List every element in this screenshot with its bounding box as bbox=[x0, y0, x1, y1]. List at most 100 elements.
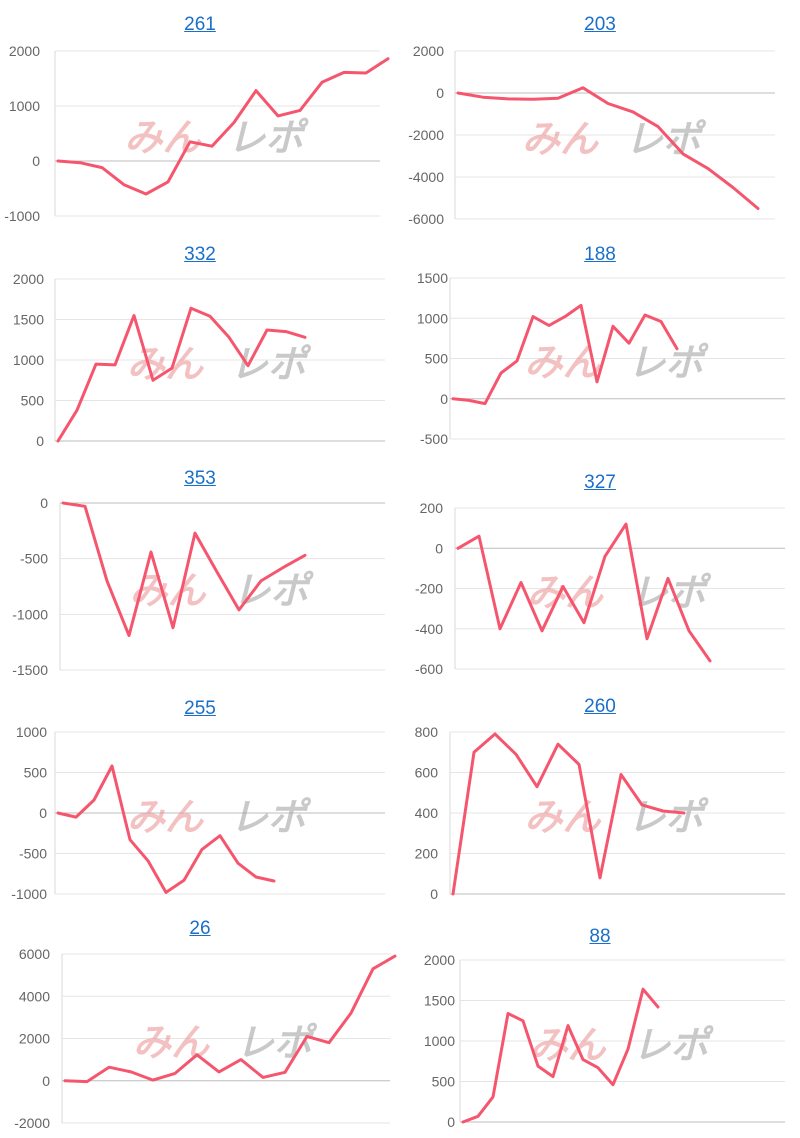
series-line bbox=[56, 306, 307, 443]
y-tick-label: 0 bbox=[430, 886, 438, 900]
chart-title-link[interactable]: 261 bbox=[184, 14, 216, 35]
watermark-text-left: みん bbox=[127, 342, 204, 386]
y-tick-label: 800 bbox=[415, 724, 439, 740]
series-line bbox=[56, 764, 276, 894]
watermark-logo: みん レポ bbox=[127, 342, 312, 386]
series-line bbox=[56, 57, 390, 196]
y-tick-label: -1000 bbox=[11, 886, 47, 900]
chart-title-link[interactable]: 260 bbox=[584, 696, 616, 717]
y-tick-label: -500 bbox=[420, 431, 448, 447]
y-tick-label: 0 bbox=[42, 1073, 50, 1089]
line-chart: -6000 -4000 -2000 0 2000 みん レポ bbox=[408, 43, 775, 227]
y-tick-label: 1000 bbox=[424, 1033, 455, 1049]
y-tick-label: 500 bbox=[425, 351, 449, 367]
y-tick-label: -1500 bbox=[12, 662, 48, 676]
watermark-logo: みん レポ bbox=[133, 1021, 318, 1065]
watermark-logo: みん レポ bbox=[124, 115, 309, 159]
chart-title-link[interactable]: 26 bbox=[189, 918, 211, 939]
series-line bbox=[451, 732, 686, 896]
y-tick-label: 400 bbox=[415, 805, 439, 821]
y-tick-label: -4000 bbox=[408, 169, 444, 185]
y-tick-label: 0 bbox=[447, 1114, 455, 1130]
y-tick-label: 1000 bbox=[16, 724, 47, 740]
watermark-text-right: レポ bbox=[627, 340, 709, 384]
chart-title-link[interactable]: 88 bbox=[589, 926, 611, 947]
y-tick-label: -6000 bbox=[408, 211, 444, 227]
watermark-text-right: レポ bbox=[632, 1023, 714, 1067]
y-tick-label: 0 bbox=[32, 153, 40, 169]
watermark-logo: みん レポ bbox=[524, 795, 709, 839]
series-line bbox=[451, 303, 679, 406]
y-tick-label: 2000 bbox=[13, 271, 44, 287]
chart-title-link[interactable]: 203 bbox=[584, 14, 616, 35]
y-tick-label: -2000 bbox=[14, 1115, 50, 1131]
chart-panel: 260 0 200 400 600 800 みん レポ bbox=[400, 676, 800, 900]
y-tick-label: 1500 bbox=[417, 270, 448, 286]
y-tick-label: 200 bbox=[415, 846, 439, 862]
y-tick-label: -500 bbox=[20, 551, 48, 567]
series-line bbox=[456, 522, 712, 663]
line-chart: 0 200 400 600 800 みん レポ bbox=[415, 724, 785, 900]
chart-panel: 332 0 500 1000 1500 2000 みん レポ bbox=[0, 228, 400, 452]
watermark-text-right: レポ bbox=[227, 115, 309, 159]
watermark-text-right: レポ bbox=[625, 117, 707, 161]
y-tick-label: 1500 bbox=[424, 993, 455, 1009]
chart-title-link[interactable]: 327 bbox=[584, 472, 616, 493]
y-tick-label: -1000 bbox=[12, 606, 48, 622]
y-tick-label: 500 bbox=[432, 1074, 456, 1090]
y-tick-label: 1000 bbox=[9, 98, 40, 114]
watermark-text-right: レポ bbox=[230, 795, 312, 839]
chart-panel: 188 -500 0 500 1000 1500 みん レポ bbox=[400, 228, 800, 452]
y-tick-label: -200 bbox=[415, 581, 443, 597]
y-tick-label: 4000 bbox=[19, 988, 50, 1004]
y-tick-label: 0 bbox=[436, 85, 444, 101]
y-tick-label: 0 bbox=[36, 433, 44, 449]
y-tick-label: 500 bbox=[21, 393, 45, 409]
y-tick-label: 1500 bbox=[13, 312, 44, 328]
y-tick-label: -500 bbox=[19, 846, 47, 862]
line-chart: -1000 -500 0 500 1000 みん レポ bbox=[11, 724, 385, 900]
y-tick-label: 0 bbox=[440, 391, 448, 407]
y-tick-label: 2000 bbox=[413, 43, 444, 59]
y-tick-label: -400 bbox=[415, 621, 443, 637]
y-tick-label: 0 bbox=[435, 540, 443, 556]
chart-title-link[interactable]: 255 bbox=[184, 698, 216, 719]
chart-panel: 353 -1500 -1000 -500 0 みん レポ bbox=[0, 452, 400, 676]
chart-panel: 327 -600 -400 -200 0 200 みん レポ bbox=[400, 452, 800, 676]
y-tick-label: -2000 bbox=[408, 127, 444, 143]
y-tick-label: 0 bbox=[39, 805, 47, 821]
watermark-text-right: レポ bbox=[232, 569, 314, 613]
chart-title-link[interactable]: 353 bbox=[184, 468, 216, 489]
line-chart: -600 -400 -200 0 200 みん レポ bbox=[415, 500, 785, 676]
chart-panel: 261 -1000 0 1000 2000 みん レポ bbox=[0, 0, 400, 228]
line-chart: -500 0 500 1000 1500 みん レポ bbox=[417, 270, 785, 447]
watermark-text-left: みん bbox=[127, 795, 204, 839]
chart-title-link[interactable]: 188 bbox=[584, 244, 616, 265]
line-chart: 0 500 1000 1500 2000 みん レポ bbox=[13, 271, 385, 449]
chart-panel: 255 -1000 -500 0 500 1000 みん レポ bbox=[0, 676, 400, 900]
watermark-logo: みん レポ bbox=[522, 117, 707, 161]
y-tick-label: 2000 bbox=[19, 1031, 50, 1047]
series-line bbox=[461, 987, 660, 1124]
chart-panel: 26 -2000 0 2000 4000 6000 みん レポ bbox=[0, 900, 400, 1138]
watermark-logo: みん レポ bbox=[527, 570, 712, 614]
watermark-text-right: レポ bbox=[630, 570, 712, 614]
y-tick-label: 2000 bbox=[424, 952, 455, 968]
watermark-text-left: みん bbox=[133, 1021, 210, 1065]
watermark-text-right: レポ bbox=[236, 1021, 318, 1065]
y-tick-label: -600 bbox=[415, 661, 443, 676]
y-tick-label: 1000 bbox=[13, 352, 44, 368]
y-tick-label: 200 bbox=[420, 500, 444, 516]
line-chart: -1000 0 1000 2000 みん レポ bbox=[4, 43, 390, 224]
line-chart: -2000 0 2000 4000 6000 みん レポ bbox=[14, 946, 397, 1131]
watermark-logo: みん レポ bbox=[524, 340, 709, 384]
watermark-text-left: みん bbox=[522, 117, 599, 161]
y-tick-label: 600 bbox=[415, 765, 439, 781]
series-line bbox=[63, 954, 397, 1084]
series-line bbox=[61, 501, 307, 637]
series-line bbox=[456, 86, 760, 210]
chart-title-link[interactable]: 332 bbox=[184, 244, 216, 265]
y-tick-label: -1000 bbox=[4, 208, 40, 224]
watermark-text-left: みん bbox=[124, 115, 201, 159]
